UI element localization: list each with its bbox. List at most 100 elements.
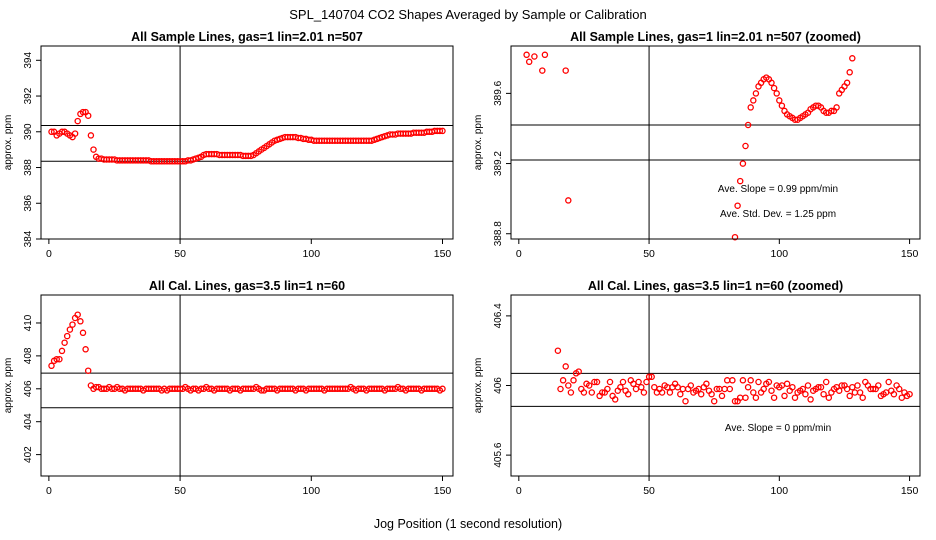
x-tick-label: 0 — [516, 485, 522, 497]
data-point — [854, 382, 861, 389]
data-point — [87, 132, 95, 139]
y-axis-label: approx. ppm — [3, 358, 14, 414]
data-point — [541, 51, 549, 59]
data-point — [875, 382, 882, 389]
data-point — [82, 346, 89, 353]
data-point — [677, 390, 684, 398]
y-tick-label: 394 — [23, 52, 34, 69]
panel-title: All Sample Lines, gas=1 lin=2.01 n=507 (… — [570, 30, 861, 44]
plot-frame — [40, 45, 454, 240]
y-tick-label: 389.6 — [493, 80, 504, 105]
data-point — [687, 382, 695, 389]
data-point — [726, 385, 734, 393]
data-point — [820, 390, 827, 398]
y-tick-label: 406 — [493, 377, 504, 394]
data-point — [531, 53, 538, 60]
chart-panels: All Sample Lines, gas=1 lin=2.01 n=507 ap… — [3, 30, 921, 497]
data-point — [53, 355, 60, 363]
x-tick-label: 100 — [771, 248, 789, 260]
data-point — [439, 127, 446, 135]
data-point — [752, 90, 760, 97]
data-point — [770, 394, 778, 401]
data-point — [750, 389, 757, 396]
x-tick-label: 100 — [303, 248, 321, 260]
data-point — [619, 378, 627, 386]
y-axis-label: approx. ppm — [3, 115, 14, 171]
data-point — [747, 377, 754, 384]
x-tick-label: 150 — [434, 248, 452, 260]
panel-title: All Cal. Lines, gas=3.5 lin=1 n=60 (zoom… — [588, 279, 843, 293]
y-tick-label: 406 — [23, 380, 34, 397]
data-point — [79, 329, 87, 337]
data-point — [640, 389, 648, 396]
data-point — [565, 382, 572, 389]
data-point — [56, 355, 63, 363]
panel-1: All Sample Lines, gas=1 lin=2.01 n=507 ap… — [3, 30, 454, 260]
data-point — [79, 108, 87, 116]
data-point — [739, 160, 747, 167]
data-point — [739, 377, 747, 384]
x-tick-label: 0 — [46, 485, 52, 497]
data-point — [750, 97, 757, 104]
data-point — [742, 142, 749, 150]
x-tick-label: 50 — [174, 248, 186, 260]
data-point — [742, 394, 749, 401]
y-tick-label: 388 — [23, 159, 34, 176]
data-point — [648, 373, 655, 381]
data-point — [833, 104, 840, 111]
data-point — [734, 202, 741, 209]
slope-annotation: Ave. Slope = 0.99 ppm/min — [718, 184, 838, 195]
data-point — [567, 389, 575, 396]
data-point — [439, 385, 446, 393]
data-point — [731, 233, 739, 241]
data-point — [843, 79, 851, 87]
data-point — [906, 390, 913, 398]
data-point — [71, 130, 79, 137]
x-tick-label: 50 — [643, 485, 655, 497]
data-point — [580, 389, 588, 396]
y-axis-label: approx. ppm — [473, 115, 484, 171]
data-point — [859, 394, 866, 401]
data-point — [708, 390, 715, 398]
data-point — [835, 387, 843, 394]
data-point — [539, 67, 546, 74]
data-point — [747, 104, 754, 111]
data-point — [559, 377, 567, 384]
y-tick-label: 389.2 — [493, 151, 504, 176]
figure-xlabel: Jog Position (1 second resolution) — [374, 517, 562, 531]
data-point — [562, 363, 569, 370]
data-point — [760, 385, 767, 393]
data-point — [611, 396, 619, 403]
data-point — [606, 378, 614, 386]
x-tick-label: 0 — [46, 248, 52, 260]
data-point — [48, 362, 55, 370]
data-point — [593, 378, 601, 386]
data-point — [828, 107, 835, 115]
panel-4: All Cal. Lines, gas=3.5 lin=1 n=60 (zoom… — [473, 279, 921, 497]
y-tick-label: 384 — [23, 230, 34, 247]
data-point — [598, 389, 606, 396]
data-point — [773, 90, 780, 97]
x-tick-label: 100 — [303, 485, 321, 497]
y-tick-label: 408 — [23, 347, 34, 364]
panel-3: All Cal. Lines, gas=3.5 lin=1 n=60 approx… — [3, 279, 454, 497]
data-point — [729, 377, 736, 384]
data-point — [869, 385, 877, 393]
data-point — [768, 79, 775, 87]
data-point — [84, 112, 92, 119]
data-point — [604, 385, 611, 393]
data-point — [63, 332, 71, 340]
y-tick-label: 388.8 — [493, 221, 504, 246]
data-point — [658, 389, 666, 396]
data-point — [525, 58, 533, 66]
x-tick-label: 150 — [901, 248, 919, 260]
data-point — [666, 389, 674, 396]
data-point — [799, 385, 807, 393]
slope-annotation: Ave. Slope = 0 ppm/min — [725, 423, 831, 434]
panel-title: All Cal. Lines, gas=3.5 lin=1 n=60 — [149, 279, 345, 293]
data-point — [776, 97, 783, 104]
data-point — [74, 117, 81, 125]
x-tick-label: 100 — [771, 485, 789, 497]
data-point — [697, 390, 705, 398]
